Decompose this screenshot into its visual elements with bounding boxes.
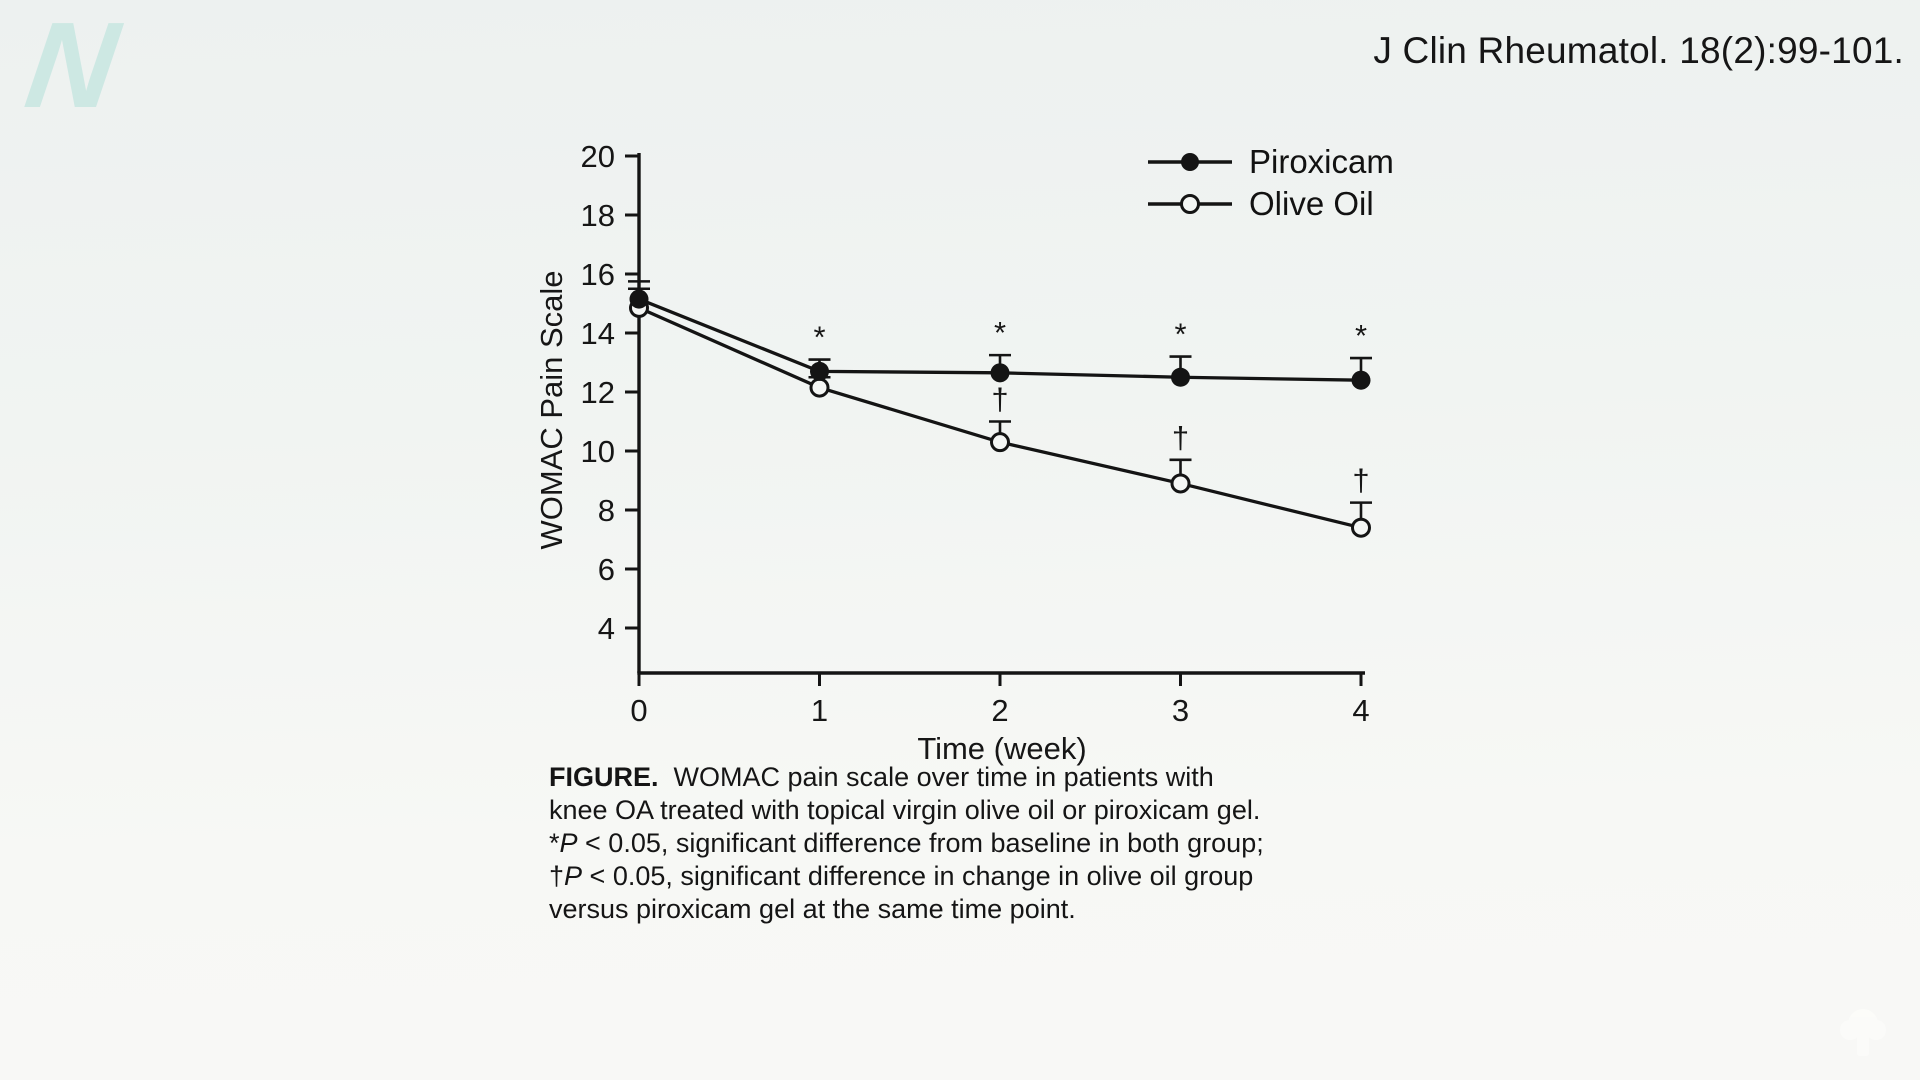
y-axis-title: WOMAC Pain Scale <box>534 270 569 549</box>
dagger-annotation: † <box>991 382 1008 417</box>
caption-line: knee OA treated with topical virgin oliv… <box>549 795 1261 825</box>
legend-item-olive-oil: Olive Oil <box>1146 183 1394 225</box>
x-tick-label: 0 <box>630 693 647 728</box>
x-tick-label: 4 <box>1352 693 1369 728</box>
y-tick-label: 18 <box>581 198 615 233</box>
y-tick-label: 12 <box>581 375 615 410</box>
x-tick-label: 1 <box>811 693 828 728</box>
open-circle-marker <box>990 432 1010 453</box>
open-circle-marker <box>809 377 830 398</box>
open-circle-marker <box>1351 517 1371 538</box>
y-tick-label: 20 <box>581 139 615 174</box>
y-tick-label: 6 <box>598 552 615 587</box>
figure-caption: FIGURE. WOMAC pain scale over time in pa… <box>549 761 1264 926</box>
lock-watermark-icon <box>1840 1009 1886 1056</box>
filled-circle-marker <box>1171 367 1190 387</box>
filled-circle-marker <box>629 289 649 309</box>
asterisk-annotation: * <box>1355 318 1367 353</box>
x-axis-title: Time (week) <box>917 731 1086 766</box>
y-tick-label: 10 <box>581 434 615 469</box>
legend-label-piroxicam: Piroxicam <box>1249 143 1394 180</box>
filled-circle-marker <box>810 361 829 381</box>
asterisk-annotation: * <box>813 320 825 355</box>
x-tick-label: 2 <box>991 693 1008 728</box>
chart-legend: Piroxicam Olive Oil <box>1146 141 1394 225</box>
x-tick-label: 3 <box>1172 693 1189 728</box>
open-circle-marker <box>1170 473 1191 494</box>
caption-line: FIGURE. WOMAC pain scale over time in pa… <box>549 762 1214 792</box>
caption-line: †P < 0.05, significant difference in cha… <box>549 861 1254 891</box>
open-circle-legend-marker <box>1148 194 1232 214</box>
filled-circle-legend-marker <box>1148 153 1232 171</box>
journal-citation: J Clin Rheumatol. 18(2):99-101. <box>1373 30 1904 71</box>
y-tick-label: 16 <box>581 257 615 292</box>
filled-circle-marker <box>990 363 1010 383</box>
y-tick-label: 14 <box>581 316 615 351</box>
y-tick-label: 8 <box>598 493 615 528</box>
asterisk-annotation: * <box>1174 317 1186 352</box>
filled-circle-marker <box>1351 370 1371 390</box>
dagger-annotation: † <box>1172 420 1189 455</box>
legend-label-olive-oil: Olive Oil <box>1249 185 1374 222</box>
asterisk-annotation: * <box>994 315 1006 350</box>
legend-item-piroxicam: Piroxicam <box>1146 141 1394 183</box>
caption-line: versus piroxicam gel at the same time po… <box>549 894 1076 924</box>
y-tick-label: 4 <box>598 611 615 646</box>
dagger-annotation: † <box>1352 463 1369 498</box>
caption-line: *P < 0.05, significant difference from b… <box>549 828 1264 858</box>
series-piroxicam <box>628 280 1372 390</box>
